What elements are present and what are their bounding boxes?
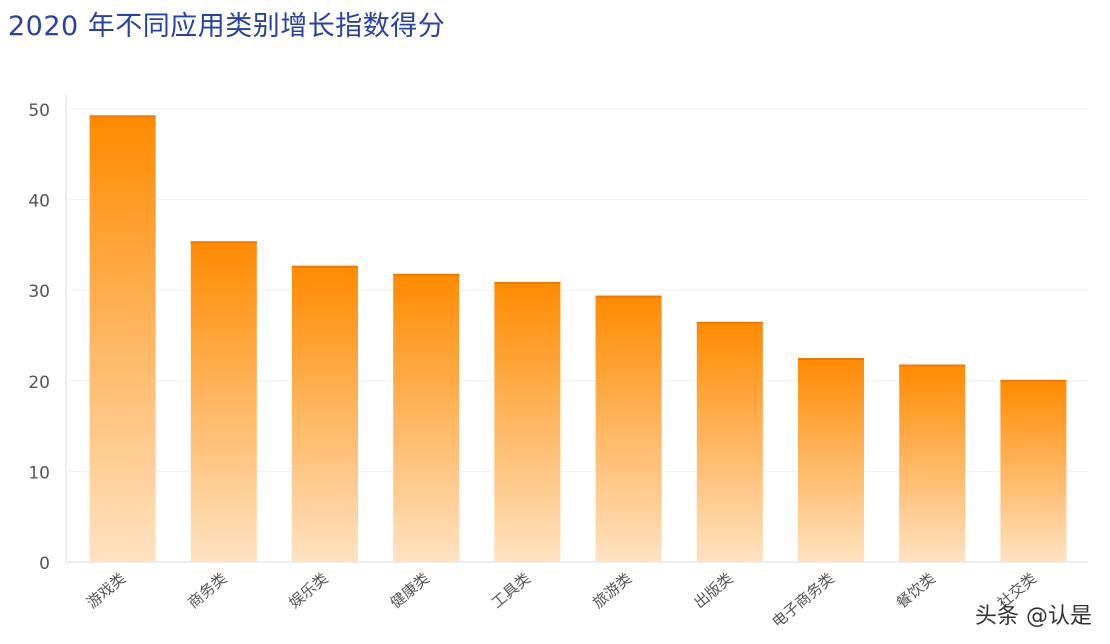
bar-1 [89,115,156,562]
x-tick-label: 健康类 [387,569,433,612]
bar-4 [393,273,460,562]
x-tick-label: 娱乐类 [286,569,332,612]
x-tick-label: 游戏类 [83,569,129,612]
x-tick-label: 电子商务类 [769,569,838,631]
bar-3 [292,265,358,562]
y-tick-label: 10 [28,463,50,483]
x-tick-label: 旅游类 [589,569,635,612]
x-tick-label: 商务类 [184,569,230,612]
bars [89,115,1067,562]
x-tick-label: 工具类 [488,569,534,612]
x-tick-label: 餐饮类 [893,569,939,612]
bar-9 [899,364,966,562]
bar-6 [595,295,662,562]
bar-7 [696,321,763,562]
y-tick-label: 30 [28,282,50,302]
x-tick-label: 出版类 [690,569,736,612]
watermark: 头条 @认是 [975,604,1092,629]
chart-title: 2020 年不同应用类别增长指数得分 [8,11,446,42]
bar-2 [190,241,257,562]
bar-5 [494,282,561,562]
y-tick-label: 20 [28,373,50,393]
bar-8 [798,358,864,562]
y-tick-label: 40 [28,192,50,212]
y-tick-label: 0 [39,554,50,574]
y-tick-label: 50 [28,101,50,121]
bar-10 [1000,379,1067,562]
